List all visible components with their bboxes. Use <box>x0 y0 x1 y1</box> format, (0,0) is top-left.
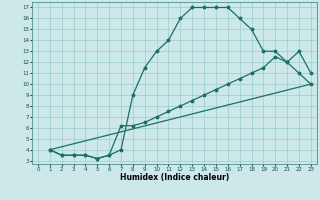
X-axis label: Humidex (Indice chaleur): Humidex (Indice chaleur) <box>120 173 229 182</box>
